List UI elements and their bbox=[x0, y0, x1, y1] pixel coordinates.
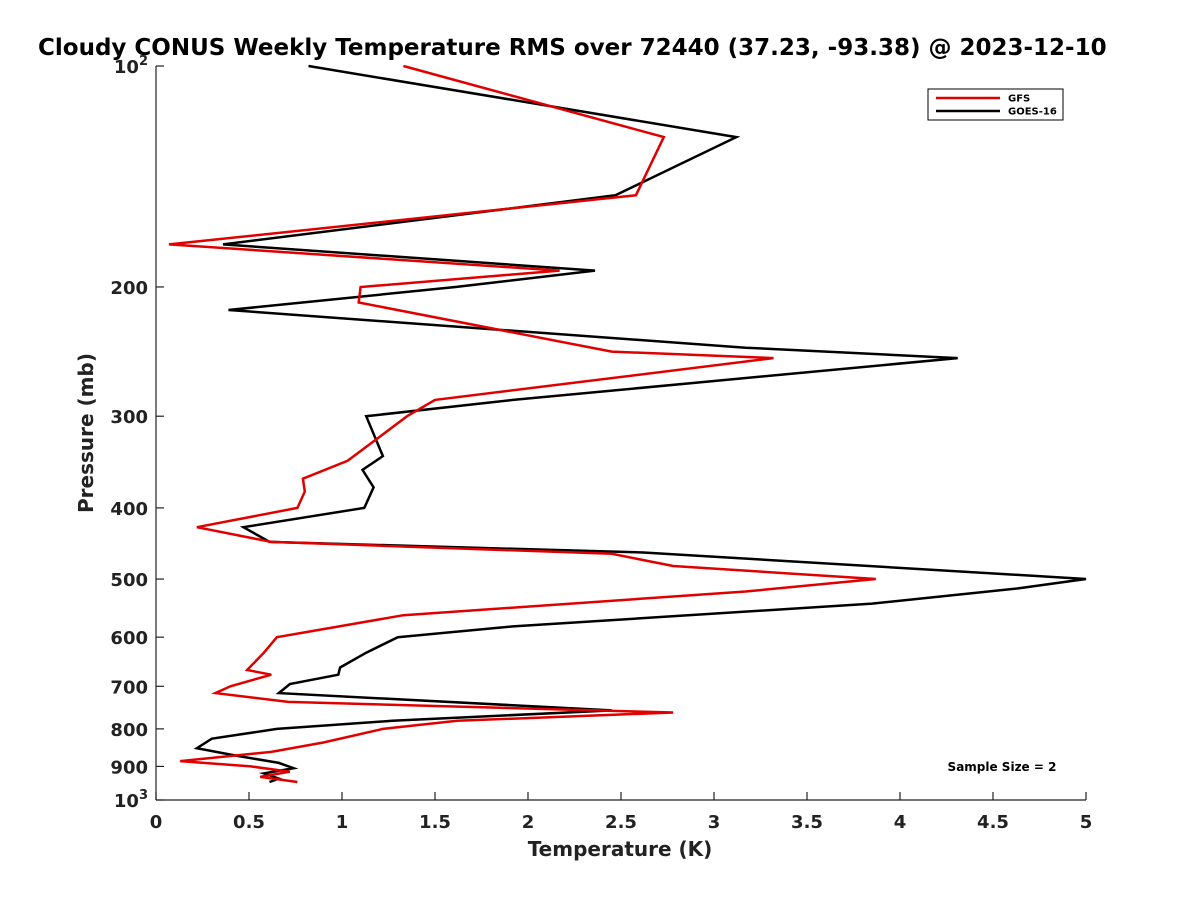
series-line-goes-16 bbox=[193, 64, 1087, 784]
y-tick-label: 900 bbox=[110, 757, 148, 778]
x-tick-label: 2 bbox=[522, 812, 535, 833]
x-tick-label: 3 bbox=[708, 812, 721, 833]
sample-size-note: Sample Size = 2 bbox=[948, 760, 1057, 774]
y-tick-label: 700 bbox=[110, 677, 148, 698]
x-tick-label: 5 bbox=[1080, 812, 1093, 833]
x-tick-label: 3.5 bbox=[791, 812, 823, 833]
x-axis-label: Temperature (K) bbox=[528, 837, 713, 861]
x-tick-label: 0.5 bbox=[233, 812, 265, 833]
chart-title: Cloudy CONUS Weekly Temperature RMS over… bbox=[38, 35, 1107, 61]
y-tick-label: 400 bbox=[110, 499, 148, 520]
series-line-gfs bbox=[168, 64, 876, 784]
y-tick-label: 500 bbox=[110, 570, 148, 591]
legend-box bbox=[927, 88, 1064, 121]
x-tick-label: 2.5 bbox=[605, 812, 637, 833]
x-tick-label: 1.5 bbox=[419, 812, 451, 833]
legend-label-goes-16: GOES-16 bbox=[1008, 107, 1057, 118]
x-tick-label: 1 bbox=[336, 812, 349, 833]
y-tick-label: 800 bbox=[110, 720, 148, 741]
y-tick-label: 200 bbox=[110, 278, 148, 299]
legend: GFS GOES-16 bbox=[927, 88, 1064, 121]
y-tick-label: 300 bbox=[110, 407, 148, 428]
y-axis-label: Pressure (mb) bbox=[74, 353, 98, 513]
y-tick-label: 600 bbox=[110, 628, 148, 649]
y-tick-label: 103 bbox=[114, 788, 148, 812]
x-tick-label: 4.5 bbox=[977, 812, 1009, 833]
x-tick-label: 4 bbox=[894, 812, 907, 833]
legend-label-gfs: GFS bbox=[1008, 94, 1030, 105]
axes: 0 0.5 1 1.5 2 2.5 3 3.5 4 4.5 5 102 200 300 400 500 600 7… bbox=[110, 54, 1092, 833]
y-tick-label: 102 bbox=[114, 54, 148, 78]
x-tick-label: 0 bbox=[150, 812, 163, 833]
plot-lines bbox=[168, 64, 1087, 784]
